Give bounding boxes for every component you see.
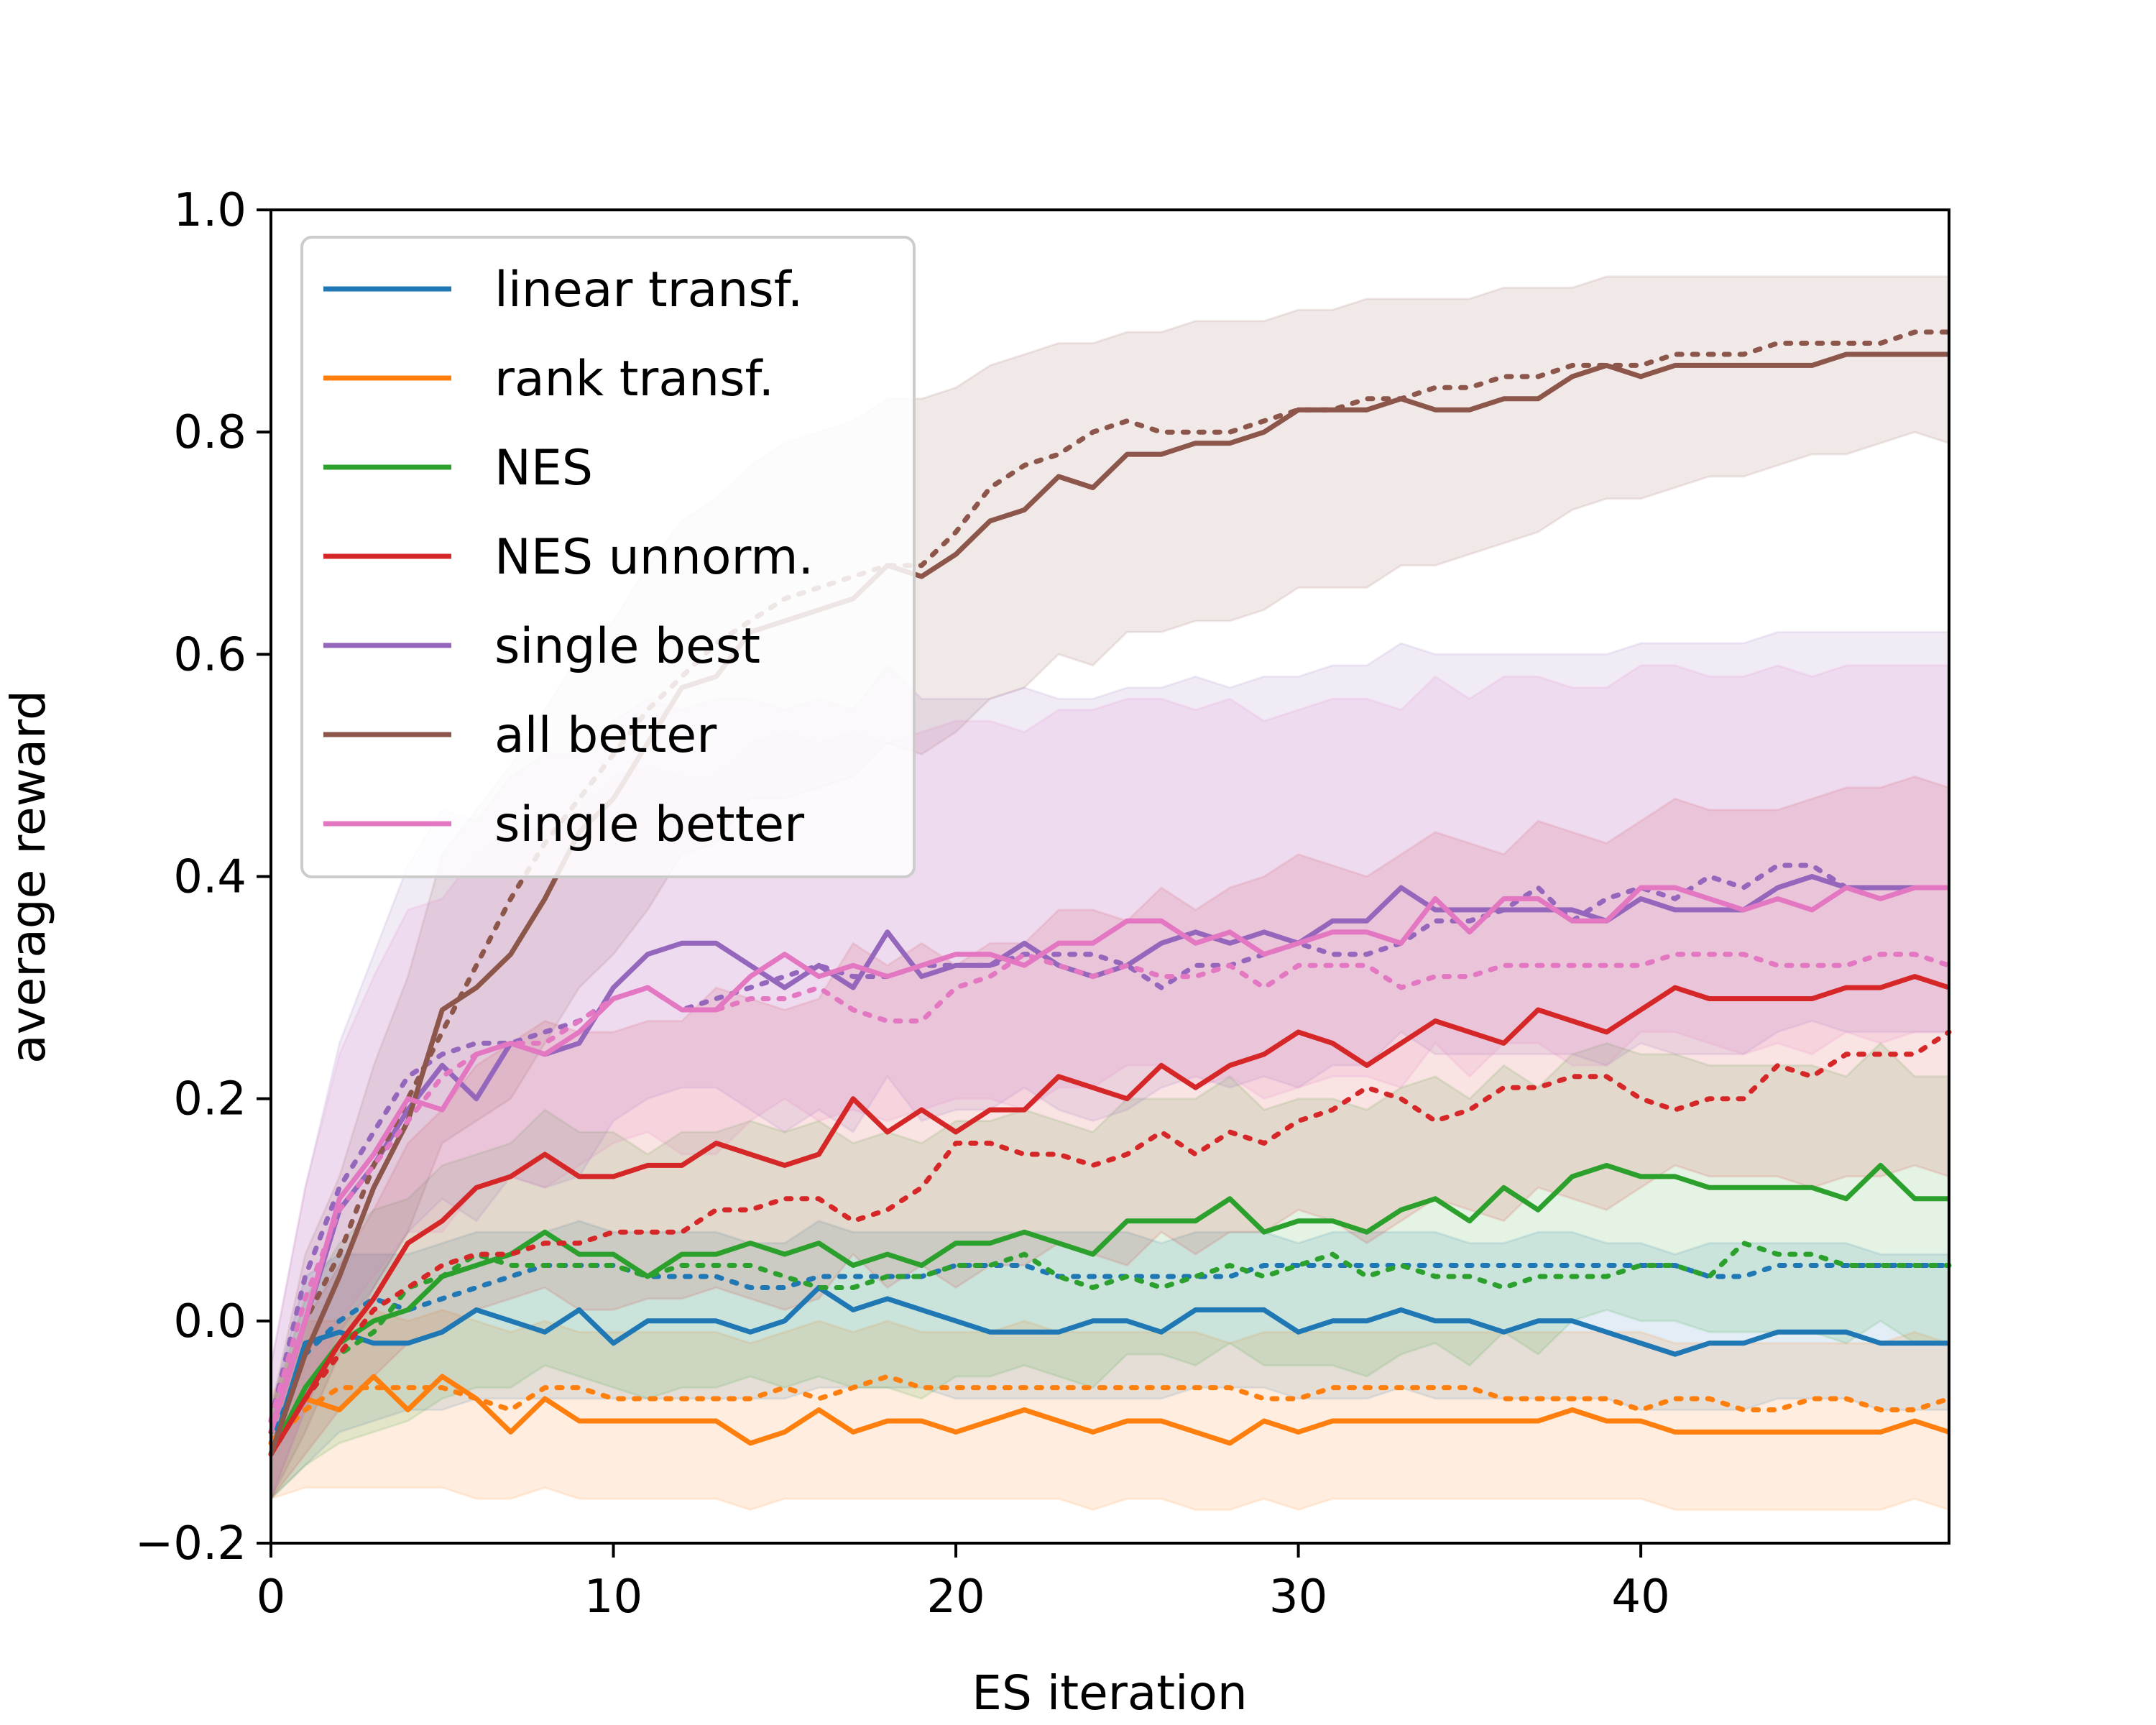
line-solid-nes	[268, 1162, 1949, 1455]
y-tick-label: 0.4	[173, 851, 247, 904]
y-tick-label: 0.0	[173, 1295, 247, 1348]
x-tick-label: 40	[1611, 1570, 1669, 1624]
x-tick-label: 10	[584, 1570, 642, 1624]
y-tick-label: 0.6	[173, 628, 247, 681]
y-axis-label: average reward	[1, 690, 56, 1064]
line-dotted-single-best	[268, 862, 1952, 1424]
y-tick-label: −0.2	[135, 1517, 247, 1570]
x-tick-label: 30	[1269, 1570, 1327, 1624]
line-solid-rank-transf	[269, 1374, 1950, 1446]
line-dotted-all-better	[268, 329, 1952, 1435]
legend-label-single-better: single better	[494, 796, 804, 853]
line-dotted-single-better	[268, 952, 1952, 1424]
series-lines	[268, 329, 1952, 1457]
legend: linear transf. rank transf. NES NES unnorm.…	[300, 236, 916, 878]
legend-box	[300, 236, 916, 878]
line-dotted-nes	[268, 1241, 1952, 1457]
legend-label-rank-transf: rank transf.	[494, 351, 774, 408]
x-tick-label: 0	[257, 1570, 286, 1624]
legend-label-nes: NES	[494, 440, 593, 497]
y-tick-label: 0.2	[173, 1073, 247, 1126]
line-solid-all-better	[268, 351, 1949, 1455]
line-solid-single-better	[268, 885, 1949, 1433]
y-tick-label: 0.8	[173, 406, 247, 459]
legend-label-single-best: single best	[494, 618, 760, 675]
legend-label-all-better: all better	[494, 707, 717, 764]
x-axis-ticks: 0 10 20 30 40	[257, 1543, 1670, 1624]
line-dotted-nes-unnorm	[268, 1029, 1952, 1457]
legend-label-linear-transf: linear transf.	[494, 262, 803, 318]
y-axis-ticks: −0.2 0.0 0.2 0.4 0.6 0.8 1.0	[135, 184, 271, 1570]
x-tick-label: 20	[926, 1570, 985, 1624]
line-solid-nes-unnorm	[269, 974, 1950, 1456]
x-axis-label: ES iteration	[972, 1665, 1247, 1721]
legend-label-nes-unnorm: NES unnorm.	[494, 529, 814, 586]
line-solid-linear-transf	[268, 1285, 1949, 1455]
y-tick-label: 1.0	[173, 184, 247, 237]
